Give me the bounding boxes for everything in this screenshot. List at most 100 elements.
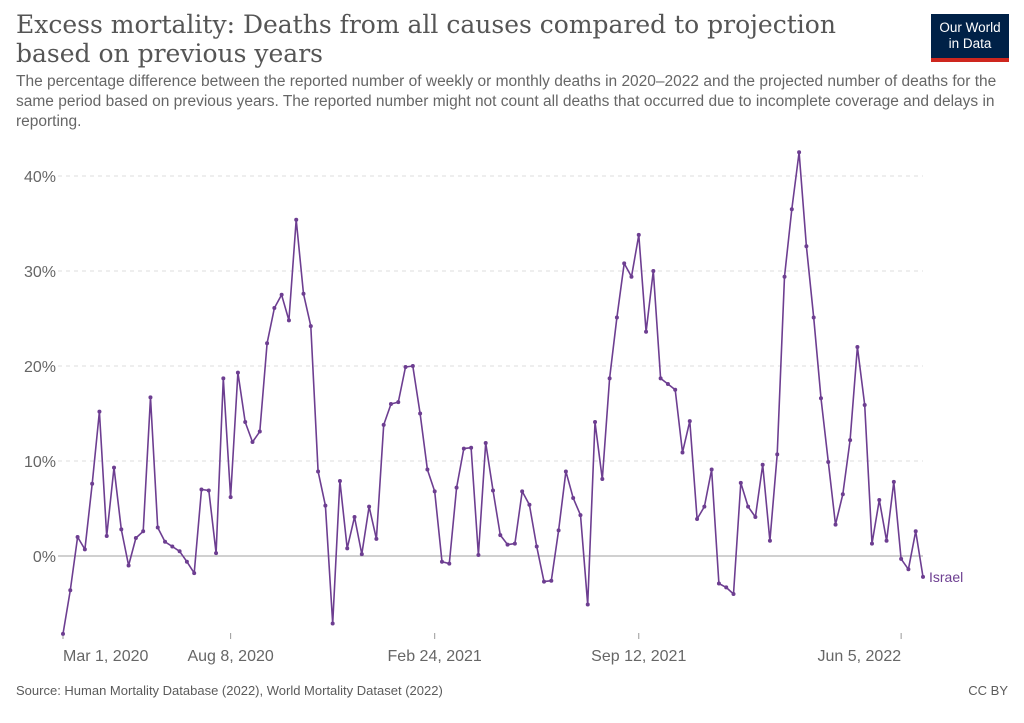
data-point[interactable] [301, 291, 306, 296]
data-point[interactable] [869, 541, 874, 546]
data-point[interactable] [228, 495, 233, 500]
data-point[interactable] [826, 459, 831, 464]
data-point[interactable] [235, 370, 240, 375]
data-point[interactable] [571, 496, 576, 501]
data-point[interactable] [119, 527, 124, 532]
data-point[interactable] [82, 547, 87, 552]
data-point[interactable] [192, 571, 197, 576]
data-point[interactable] [724, 585, 729, 590]
data-point[interactable] [782, 274, 787, 279]
data-point[interactable] [563, 469, 568, 474]
data-point[interactable] [665, 382, 670, 387]
data-point[interactable] [221, 376, 226, 381]
data-point[interactable] [753, 515, 758, 520]
data-point[interactable] [644, 329, 649, 334]
data-point[interactable] [549, 578, 554, 583]
data-point[interactable] [90, 481, 95, 486]
data-point[interactable] [695, 516, 700, 521]
series-label-israel[interactable]: Israel [929, 569, 963, 585]
data-point[interactable] [629, 274, 634, 279]
data-point[interactable] [476, 553, 481, 558]
data-point[interactable] [439, 559, 444, 564]
data-point[interactable] [877, 497, 882, 502]
data-point[interactable] [345, 546, 350, 551]
data-point[interactable] [913, 529, 918, 534]
data-point[interactable] [862, 402, 867, 407]
data-point[interactable] [556, 528, 561, 533]
data-point[interactable] [848, 438, 853, 443]
data-point[interactable] [716, 581, 721, 586]
data-point[interactable] [789, 207, 794, 212]
data-point[interactable] [323, 503, 328, 508]
data-point[interactable] [163, 539, 168, 544]
data-point[interactable] [403, 364, 408, 369]
data-point[interactable] [512, 541, 517, 546]
owid-logo[interactable]: Our World in Data [931, 14, 1009, 62]
data-point[interactable] [520, 489, 525, 494]
data-point[interactable] [585, 602, 590, 607]
data-point[interactable] [461, 446, 466, 451]
data-point[interactable] [658, 376, 663, 381]
data-point[interactable] [687, 419, 692, 424]
data-point[interactable] [155, 525, 160, 530]
data-point[interactable] [709, 467, 714, 472]
data-point[interactable] [75, 535, 80, 539]
data-point[interactable] [359, 552, 364, 557]
source-note[interactable]: Source: Human Mortality Database (2022),… [16, 683, 443, 698]
data-point[interactable] [534, 544, 539, 549]
data-point[interactable] [141, 529, 146, 534]
data-point[interactable] [286, 318, 291, 323]
data-point[interactable] [651, 269, 656, 273]
data-point[interactable] [243, 420, 248, 425]
data-point[interactable] [184, 559, 189, 564]
data-point[interactable] [840, 492, 845, 497]
data-point[interactable] [97, 409, 102, 414]
data-point[interactable] [622, 261, 627, 266]
data-point[interactable] [491, 488, 495, 493]
data-point[interactable] [112, 465, 117, 470]
data-point[interactable] [600, 477, 605, 482]
data-point[interactable] [148, 395, 153, 400]
data-point[interactable] [381, 422, 386, 427]
data-point[interactable] [126, 563, 131, 568]
data-point[interactable] [425, 467, 430, 472]
data-point[interactable] [673, 387, 678, 392]
data-point[interactable] [367, 504, 372, 509]
data-point[interactable] [396, 400, 401, 405]
data-point[interactable] [498, 533, 503, 538]
data-point[interactable] [447, 561, 452, 566]
data-point[interactable] [702, 504, 707, 509]
data-point[interactable] [593, 420, 598, 425]
data-point[interactable] [61, 631, 65, 636]
data-point[interactable] [731, 592, 736, 596]
data-point[interactable] [308, 324, 313, 329]
data-point[interactable] [330, 621, 335, 626]
data-point[interactable] [542, 579, 547, 584]
data-point[interactable] [614, 315, 619, 320]
data-point[interactable] [636, 232, 641, 237]
data-point[interactable] [170, 544, 175, 549]
data-point[interactable] [177, 549, 182, 554]
data-point[interactable] [797, 150, 802, 155]
data-point[interactable] [483, 440, 488, 445]
data-point[interactable] [891, 479, 896, 484]
data-point[interactable] [410, 364, 415, 368]
data-point[interactable] [906, 567, 911, 572]
data-point[interactable] [454, 485, 459, 490]
data-point[interactable] [527, 502, 532, 507]
data-point[interactable] [418, 411, 423, 416]
data-point[interactable] [505, 542, 510, 547]
data-point[interactable] [214, 551, 219, 556]
data-point[interactable] [133, 535, 138, 540]
data-point[interactable] [265, 341, 270, 346]
data-point[interactable] [746, 504, 751, 509]
data-point[interactable] [738, 480, 743, 485]
data-point[interactable] [818, 396, 823, 401]
data-point[interactable] [760, 462, 765, 467]
data-point[interactable] [811, 315, 816, 320]
data-point[interactable] [104, 534, 109, 539]
data-point[interactable] [578, 513, 583, 518]
data-point[interactable] [607, 376, 612, 381]
data-point[interactable] [432, 489, 437, 494]
license-link[interactable]: CC BY [968, 683, 1008, 698]
